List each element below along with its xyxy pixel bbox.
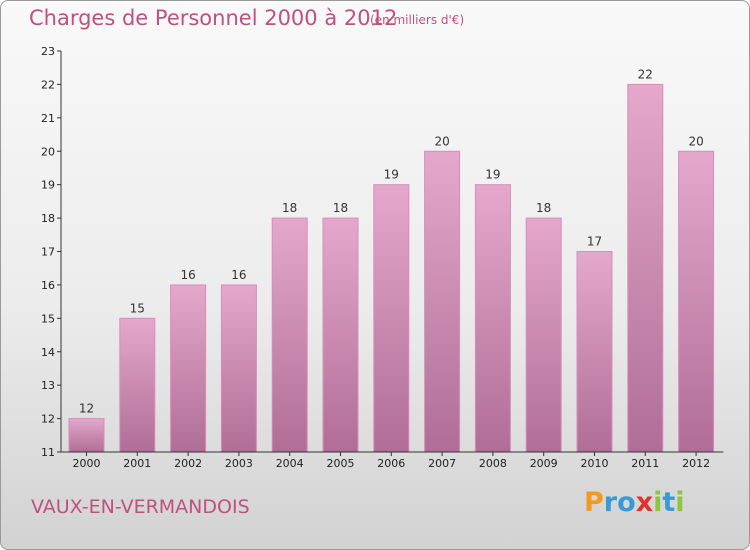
x-tick-label: 2008 — [479, 457, 507, 470]
y-tick-label: 22 — [41, 78, 55, 91]
y-tick-label: 12 — [41, 413, 55, 426]
logo-letter: i — [675, 487, 685, 518]
bar-value-label: 18 — [282, 201, 297, 215]
x-tick-label: 2005 — [327, 457, 355, 470]
logo-letter: i — [653, 487, 663, 518]
logo-letter: P — [584, 487, 604, 518]
bar — [271, 217, 308, 453]
x-tick-label: 2001 — [123, 457, 151, 470]
x-tick-label: 2011 — [631, 457, 659, 470]
y-tick-label: 20 — [41, 145, 55, 158]
y-tick-label: 13 — [41, 379, 55, 392]
proxiti-logo: Proxiti — [584, 487, 685, 518]
y-tick-label: 14 — [41, 346, 55, 359]
bar-value-label: 22 — [638, 67, 653, 81]
bar — [525, 217, 562, 453]
y-tick-label: 19 — [41, 179, 55, 192]
bar-value-label: 19 — [485, 168, 500, 182]
bar-value-label: 12 — [79, 402, 94, 416]
x-tick-label: 2002 — [174, 457, 202, 470]
bar — [678, 150, 715, 453]
y-tick-label: 16 — [41, 279, 55, 292]
bar — [322, 217, 359, 453]
unit-note: (en milliers d'€) — [370, 13, 465, 27]
bar-value-label: 19 — [384, 168, 399, 182]
x-tick-label: 2007 — [428, 457, 456, 470]
bar — [424, 150, 461, 453]
logo-letter: x — [635, 487, 654, 518]
x-tick-label: 2003 — [225, 457, 253, 470]
logo-letter: t — [662, 487, 676, 518]
y-tick-label: 18 — [41, 212, 55, 225]
logo-letter: o — [617, 487, 636, 518]
bar-value-label: 16 — [231, 268, 246, 282]
bar-value-label: 15 — [130, 301, 145, 315]
bar-value-label: 17 — [587, 235, 602, 249]
bar — [119, 317, 156, 453]
commune-name: VAUX-EN-VERMANDOIS — [31, 496, 250, 518]
x-tick-label: 2004 — [276, 457, 304, 470]
bar-value-label: 18 — [536, 201, 551, 215]
x-tick-label: 2009 — [530, 457, 558, 470]
logo-letter: r — [603, 487, 618, 518]
y-tick-label: 17 — [41, 246, 55, 259]
x-tick-label: 2010 — [581, 457, 609, 470]
y-tick-label: 11 — [41, 446, 55, 459]
bar-value-label: 16 — [180, 268, 195, 282]
bar — [576, 251, 613, 453]
y-tick-label: 15 — [41, 312, 55, 325]
bar-value-label: 20 — [688, 134, 703, 148]
bar-value-label: 20 — [434, 134, 449, 148]
x-tick-label: 2000 — [73, 457, 101, 470]
bar — [627, 83, 664, 453]
bar — [220, 284, 257, 453]
x-tick-label: 2012 — [682, 457, 710, 470]
bar — [68, 418, 105, 453]
bar-value-label: 18 — [333, 201, 348, 215]
bar — [170, 284, 207, 453]
bar — [373, 184, 410, 453]
y-tick-label: 21 — [41, 112, 55, 125]
chart-title: Charges de Personnel 2000 à 2012 — [29, 6, 398, 30]
bar — [474, 184, 511, 453]
x-tick-label: 2006 — [377, 457, 405, 470]
y-tick-label: 23 — [41, 45, 55, 58]
